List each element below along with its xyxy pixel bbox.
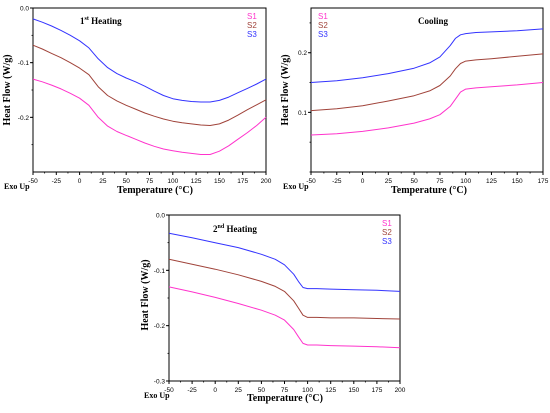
legend-entry-s1: S1 bbox=[382, 219, 392, 228]
x-tick-label: 100 bbox=[460, 178, 471, 185]
x-tick-label: 200 bbox=[261, 178, 272, 185]
x-tick-label: 75 bbox=[146, 178, 154, 185]
x-tick-label: -25 bbox=[187, 387, 197, 394]
y-tick-label: -0.3 bbox=[154, 379, 166, 386]
exo-up-label: Exo Up bbox=[4, 182, 30, 191]
y-tick-label: -0.1 bbox=[154, 268, 166, 275]
chart-panel-2nd-heating: Heat Flow (W/g) Temperature (°C) Exo Up … bbox=[140, 213, 406, 405]
y-tick-label: -0.2 bbox=[18, 115, 30, 122]
series-line-s3 bbox=[168, 232, 401, 292]
x-tick-label: 125 bbox=[325, 387, 336, 394]
x-tick-label: 25 bbox=[235, 387, 243, 394]
legend-entry-s1: S1 bbox=[318, 12, 328, 21]
chart-panel-cooling: Heat Flow (W/g) Temperature (°C) Exo Up … bbox=[280, 7, 549, 196]
title-superscript: nd bbox=[218, 224, 225, 230]
y-tick-label: 0.0 bbox=[156, 213, 165, 220]
y-tick-label: -0.1 bbox=[18, 60, 30, 67]
x-tick-label: 50 bbox=[123, 178, 131, 185]
x-tick-label: 100 bbox=[167, 178, 178, 185]
x-tick-label: 50 bbox=[410, 178, 418, 185]
x-tick-label: 125 bbox=[191, 178, 202, 185]
series-line-s1 bbox=[168, 286, 401, 349]
y-tick-label: 0.0 bbox=[20, 6, 29, 13]
series-line-s2 bbox=[168, 258, 401, 320]
legend-entry-s2: S2 bbox=[247, 21, 257, 30]
legend-entry-s1: S1 bbox=[247, 12, 257, 21]
series-line-s1 bbox=[310, 82, 544, 136]
title-main: 2 bbox=[213, 224, 218, 234]
x-tick-label: 75 bbox=[436, 178, 444, 185]
x-tick-label: 75 bbox=[281, 387, 289, 394]
x-tick-label: -50 bbox=[28, 178, 38, 185]
legend-entry-s3: S3 bbox=[382, 237, 392, 246]
title-main: Cooling bbox=[418, 16, 449, 26]
x-tick-label: 0 bbox=[213, 387, 217, 394]
chart-panel-1st-heating: Heat Flow (W/g) Temperature (°C) Exo Up … bbox=[2, 6, 272, 197]
series-line-s3 bbox=[310, 28, 544, 83]
y-axis-label: Heat Flow (W/g) bbox=[280, 54, 291, 125]
plot-frame bbox=[310, 7, 544, 173]
chart-title: 1st Heating bbox=[80, 16, 122, 26]
x-tick-label: -50 bbox=[306, 178, 316, 185]
x-tick-label: 0 bbox=[78, 178, 82, 185]
legend-entry-s2: S2 bbox=[382, 228, 392, 237]
plot-frame bbox=[32, 7, 267, 173]
series-line-s3 bbox=[32, 18, 267, 103]
y-tick-label: 0.1 bbox=[298, 110, 307, 117]
x-tick-label: 150 bbox=[512, 178, 523, 185]
x-tick-label: 150 bbox=[348, 387, 359, 394]
x-tick-label: -25 bbox=[332, 178, 342, 185]
legend-entry-s3: S3 bbox=[247, 30, 257, 39]
x-tick-label: 0 bbox=[361, 178, 365, 185]
x-tick-label: 100 bbox=[302, 387, 313, 394]
chart-title: Cooling bbox=[418, 16, 449, 26]
exo-up-label: Exo Up bbox=[144, 391, 170, 400]
x-tick-label: 50 bbox=[258, 387, 266, 394]
x-tick-label: 25 bbox=[99, 178, 107, 185]
title-main: 1 bbox=[80, 16, 85, 26]
chart-title: 2nd Heating bbox=[213, 224, 257, 234]
x-axis-label: Temperature (°C) bbox=[247, 393, 323, 404]
y-axis-label: Heat Flow (W/g) bbox=[2, 54, 13, 125]
series-line-s2 bbox=[310, 53, 544, 112]
title-rest: Heating bbox=[89, 16, 122, 26]
series-line-s2 bbox=[32, 44, 267, 126]
x-tick-label: -25 bbox=[52, 178, 62, 185]
x-tick-label: 150 bbox=[214, 178, 225, 185]
y-axis-label: Heat Flow (W/g) bbox=[140, 259, 151, 330]
x-tick-label: 175 bbox=[237, 178, 248, 185]
x-tick-label: 175 bbox=[538, 178, 549, 185]
legend-entry-s2: S2 bbox=[318, 21, 328, 30]
y-tick-label: 0.2 bbox=[298, 50, 307, 57]
x-axis-label: Temperature (°C) bbox=[117, 185, 193, 196]
x-axis-label: Temperature (°C) bbox=[391, 185, 467, 196]
x-tick-label: 25 bbox=[385, 178, 393, 185]
x-tick-label: 175 bbox=[371, 387, 382, 394]
x-tick-label: -50 bbox=[164, 387, 174, 394]
exo-up-label: Exo Up bbox=[283, 182, 309, 191]
title-rest: Heating bbox=[224, 224, 257, 234]
series-line-s1 bbox=[32, 78, 267, 155]
x-tick-label: 200 bbox=[395, 387, 406, 394]
title-superscript: st bbox=[85, 16, 89, 22]
x-tick-label: 125 bbox=[486, 178, 497, 185]
y-tick-label: -0.2 bbox=[154, 323, 166, 330]
legend-entry-s3: S3 bbox=[318, 30, 328, 39]
